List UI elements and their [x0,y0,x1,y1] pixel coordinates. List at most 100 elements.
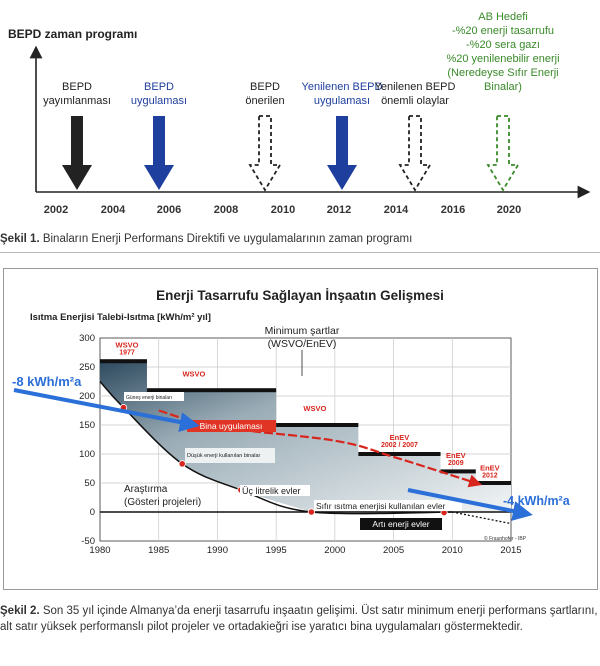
step-segment-3 [358,452,441,456]
fig1-event-0-label-0: BEPD [62,81,92,93]
fig1-year-2016: 2016 [441,204,465,216]
fig1-event-5-label-4: (Neredeyse Sıfır Enerji [447,67,558,79]
step-segment-4 [440,469,476,474]
fig1-caption-text: Binaların Enerji Performans Direktifi ve… [39,233,413,245]
std-name-0: WSVO [116,340,139,349]
arrow-left-blue [13,388,200,432]
fig1-year-2004: 2004 [101,204,126,216]
x-tick-1985: 1985 [148,545,169,556]
x-tick-2010: 2010 [442,545,463,556]
std-name-1: WSVO [182,369,205,378]
y-tick-100: 100 [79,449,95,460]
annot-left-reduction: -8 kWh/m²a [12,374,82,389]
annot-dusuk: Düşük enerji kullanılan binalar [187,453,261,459]
fig1-event-4-label-1: önemli olaylar [381,95,449,107]
fig1-event-5-label-5: Binalar) [484,81,522,93]
fig1-event-2-arrow [248,115,282,192]
fig1-year-2010: 2010 [271,204,295,216]
annot-gunes-box [124,392,184,401]
fig1-caption: Şekil 1. Binaların Enerji Performans Dir… [0,231,600,247]
annot-right-reduction: -4 kWh/m²a [503,494,571,508]
fig1-year-2002: 2002 [44,204,68,216]
std-year-3: 2002 / 2007 [381,442,418,449]
fig2-chart: Enerji Tasarrufu Sağlayan İnşaatın Geliş… [12,288,571,556]
fig1-event-5-label-0: AB Hedefi [478,11,528,23]
fig2-caption-label: Şekil 2. [0,605,40,617]
fig1-event-0-arrow [62,116,92,190]
fig1-event-3-label-1: uygulaması [314,95,370,107]
annot-arti-box [360,518,442,530]
y-tick--50: -50 [81,536,95,547]
std-year-2: 1995 [307,413,323,420]
y-tick-0: 0 [90,507,95,518]
annot-arastirma-1: Araştırma [124,484,168,495]
std-year-4: 2009 [448,460,464,467]
pilot-dot-1 [178,460,186,468]
fig1-event-2-label-1: önerilen [245,95,284,107]
divider [0,252,600,253]
arrow-right-blue [407,488,533,521]
fig1-event-1-label-1: uygulaması [131,95,187,107]
fig1-event-3-label-0: Yenilenen BEPD [302,81,383,93]
fig1-event-5-arrow [486,115,520,192]
x-tick-1990: 1990 [207,545,228,556]
fig1-event-5-label-2: -%20 sera gazı [466,39,540,51]
pilot-dot-3 [307,508,315,516]
annot-bina: Bina uygulaması [200,421,263,431]
fig1-year-2014: 2014 [384,204,409,216]
annot-uclitre-box [240,485,310,496]
fig1-caption-label: Şekil 1. [0,233,40,245]
fig1-event-4-label-0: Yenilenen BEPD [375,81,456,93]
annot-arastirma-2: (Gösteri projeleri) [124,497,201,508]
fig2-title: Enerji Tasarrufu Sağlayan İnşaatın Geliş… [156,288,444,303]
std-name-3: EnEV [390,433,410,442]
annot-dusuk-box [185,448,275,463]
annot-arti: Artı enerji evler [372,519,429,529]
y-tick-300: 300 [79,333,95,344]
annot-sifir-box [314,500,462,511]
annot-gunes: Güneş enerji binaları [126,395,172,401]
std-year-0: 1977 [119,349,135,356]
credit: © Fraunhofer - IBP [484,535,527,542]
fig1-event-1-label-0: BEPD [144,81,174,93]
fig1-year-2008: 2008 [214,204,238,216]
x-tick-2015: 2015 [500,545,521,556]
y-tick-250: 250 [79,362,95,373]
std-name-5: EnEV [480,463,500,472]
fig1-event-5-label-3: %20 yenilenebilir enerji [446,53,559,65]
fig1-event-1-arrow [144,116,174,190]
fig1-event-5-label-1: -%20 enerji tasarrufu [452,25,554,37]
series-bina-curve [158,409,483,488]
step-segment-0 [100,359,147,364]
x-tick-1995: 1995 [266,545,287,556]
fig1-event-0-label-1: yayımlanması [43,95,111,107]
x-tick-1980: 1980 [89,545,110,556]
fig2-caption-text: Son 35 yıl içinde Almanya’da enerji tasa… [0,605,598,633]
annot-minimum-1: Minimum şartlar [265,325,340,337]
annot-uclitre: Üç litrelik evler [242,486,301,496]
fig2-caption: Şekil 2. Son 35 yıl içinde Almanya’da en… [0,603,598,635]
step-segment-5 [475,481,511,485]
y-tick-200: 200 [79,391,95,402]
fig1-timeline: BEPD zaman programı 2002 2004 2006 2008 2010… [8,11,591,216]
fig1-year-2006: 2006 [157,204,181,216]
y-tick-50: 50 [84,478,95,489]
fig2-ylabel: Isıtma Enerjisi Talebi-Isıtma [kWh/m² yı… [30,312,211,323]
std-year-5: 2012 [482,472,498,479]
std-name-4: EnEV [446,451,466,460]
fig1-event-2-label-0: BEPD [250,81,280,93]
fig1-event-3-arrow [327,116,357,190]
annot-minimum-2: (WSVO/EnEV) [268,338,337,350]
fig1-year-2012: 2012 [327,204,351,216]
std-name-2: WSVO [303,404,326,413]
x-tick-2000: 2000 [324,545,345,556]
fig1-event-4-arrow [398,115,432,192]
step-segment-1 [146,388,277,393]
std-year-1: 1984 [186,378,202,385]
annot-sifir: Sıfır ısıtma enerjisi kullanılan evler [316,501,446,511]
x-tick-2005: 2005 [383,545,404,556]
fig1-axis-title: BEPD zaman programı [8,27,137,41]
step-segment-2 [276,423,359,427]
fig1-year-2020: 2020 [497,204,521,216]
series-pilot-tail [452,511,512,525]
